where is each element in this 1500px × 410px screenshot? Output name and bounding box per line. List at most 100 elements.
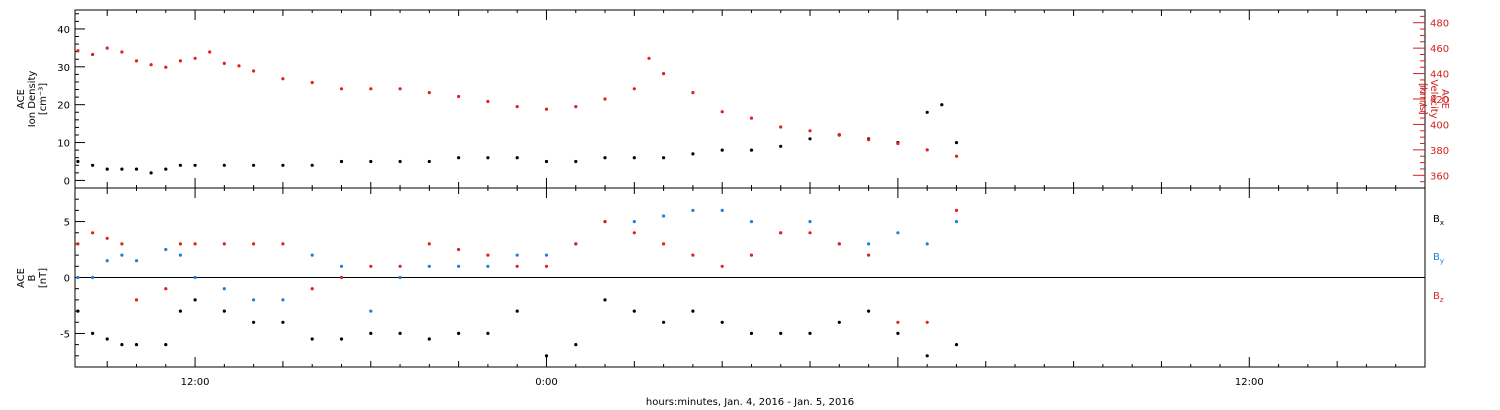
bz-point xyxy=(486,253,490,257)
density-point xyxy=(749,148,754,152)
velocity-point xyxy=(867,138,871,142)
velocity-point xyxy=(647,56,651,60)
by-point xyxy=(369,309,373,313)
bx-point xyxy=(603,298,607,302)
density-point xyxy=(603,156,607,160)
bz-point xyxy=(105,236,109,240)
velocity-point xyxy=(632,87,636,91)
bx-point xyxy=(779,331,783,335)
legend-by-label: B xyxy=(1433,252,1440,263)
density-point xyxy=(76,159,80,164)
velocity-point xyxy=(954,154,959,158)
velocity-point xyxy=(339,87,344,91)
bx-point xyxy=(457,331,461,335)
density-tick-label: 20 xyxy=(57,101,70,112)
density-point xyxy=(91,163,95,167)
by-point xyxy=(164,247,168,252)
bx-point xyxy=(632,309,636,313)
by-point xyxy=(222,287,226,291)
bx-point xyxy=(544,354,549,358)
density-point xyxy=(193,163,197,167)
bx-point xyxy=(808,331,812,335)
velocity-point xyxy=(164,65,168,69)
velocity-point xyxy=(91,52,95,57)
by-point xyxy=(134,259,139,263)
bz-point xyxy=(281,242,285,246)
tick-labels: 12:00 0:00 12:00 0 10 20 30 40 360 380 400 420 440 46… xyxy=(57,19,1449,388)
axis-ticks xyxy=(75,10,1425,367)
bz-point xyxy=(193,242,197,246)
bz-point xyxy=(515,264,519,268)
bx-point xyxy=(896,331,900,335)
density-point xyxy=(149,171,153,175)
bz-point xyxy=(164,287,168,291)
bx-point xyxy=(222,309,226,313)
bx-point xyxy=(120,343,124,347)
legend-by: By xyxy=(1433,252,1444,265)
velocity-ylabel-line2: Velocity xyxy=(1428,79,1439,118)
velocity-point xyxy=(178,59,182,63)
by-point xyxy=(662,214,666,218)
by-point xyxy=(720,208,724,212)
density-point xyxy=(632,156,636,160)
density-tick-label: 0 xyxy=(64,176,70,187)
velocity-point xyxy=(149,63,153,67)
bz-point xyxy=(427,242,431,246)
velocity-point xyxy=(574,105,578,109)
velocity-point xyxy=(193,56,197,60)
bz-point xyxy=(178,242,182,246)
velocity-point xyxy=(281,77,285,81)
density-point xyxy=(339,159,344,164)
velocity-point xyxy=(896,141,900,146)
by-point xyxy=(749,220,754,224)
density-point xyxy=(134,167,139,171)
by-point xyxy=(281,298,285,302)
bz-point xyxy=(134,298,139,302)
by-point xyxy=(896,231,900,235)
bx-point xyxy=(867,309,871,313)
bz-point xyxy=(603,220,607,224)
bz-point xyxy=(662,242,666,246)
velocity-tick-label: 400 xyxy=(1430,120,1449,131)
b-tick-label: 5 xyxy=(64,218,70,229)
velocity-point xyxy=(76,49,80,53)
velocity-point xyxy=(427,91,431,95)
bx-point xyxy=(662,320,666,324)
by-point xyxy=(925,242,929,246)
density-point xyxy=(164,167,168,171)
velocity-point xyxy=(691,91,695,95)
velocity-point xyxy=(252,69,256,73)
by-point xyxy=(486,264,490,268)
density-point xyxy=(574,159,578,164)
by-point xyxy=(808,220,812,224)
by-point xyxy=(105,259,109,263)
velocity-ylabel-line1: ACE xyxy=(1439,89,1450,109)
density-point xyxy=(691,152,695,156)
bx-point xyxy=(281,320,285,324)
bx-point xyxy=(925,354,929,358)
bx-point xyxy=(486,331,490,335)
bz-point xyxy=(252,242,256,246)
density-point xyxy=(427,159,431,164)
velocity-point xyxy=(486,99,490,104)
bx-point xyxy=(837,320,841,324)
bx-point xyxy=(105,337,109,341)
velocity-point xyxy=(369,87,373,91)
density-point xyxy=(281,163,285,167)
density-point xyxy=(662,156,666,160)
bx-point xyxy=(720,320,724,324)
bz-point xyxy=(837,242,841,246)
density-point xyxy=(808,137,812,141)
legend-bx-label: B xyxy=(1433,214,1440,225)
legend-by-sub: y xyxy=(1440,257,1444,265)
by-point xyxy=(544,253,549,257)
bz-point xyxy=(91,231,95,235)
density-point xyxy=(779,144,783,148)
velocity-tick-label: 360 xyxy=(1430,171,1449,182)
by-point xyxy=(632,220,636,224)
velocity-point xyxy=(837,133,841,137)
by-point xyxy=(515,253,519,257)
density-point xyxy=(398,159,402,164)
velocity-tick-label: 380 xyxy=(1430,146,1449,157)
